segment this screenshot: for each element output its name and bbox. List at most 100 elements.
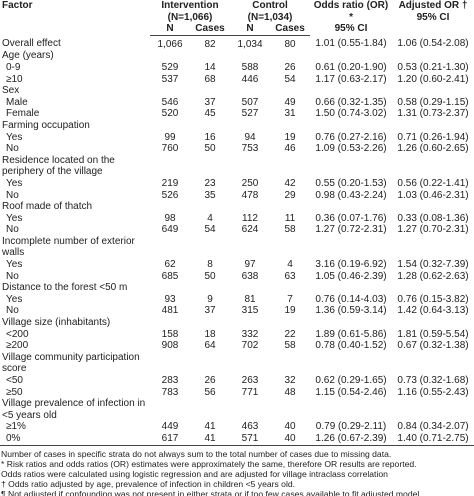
row-label: Yes: [6, 293, 23, 305]
row-label: <50: [6, 375, 23, 386]
cell: 112: [242, 212, 258, 224]
empty-cell: [310, 85, 392, 97]
cell: 0.76 (0.15-3.82): [397, 293, 469, 305]
empty-cell: [270, 85, 310, 97]
empty-cell: [150, 201, 190, 213]
row-label: ≥1%: [6, 421, 26, 433]
table-row: No 526 35 478 29 0.98 (0.43-2.24) 1.03 (0.46-2…: [0, 190, 474, 202]
cell: 35: [204, 189, 216, 201]
row-label: Yes: [6, 259, 23, 271]
cell: 18: [204, 328, 216, 340]
cell: 617: [161, 432, 179, 444]
cell: 0.58 (0.29-1.15): [397, 96, 469, 108]
cell: 4: [287, 259, 293, 271]
empty-cell: [230, 236, 270, 259]
table-row: 0-9 529 14 588 26 0.61 (0.20-1.90) 0.53 (0.21-…: [0, 62, 474, 74]
cell: 649: [161, 224, 179, 236]
cell: 0.73 (0.32-1.68): [397, 375, 469, 386]
table-row: Yes 62 8 97 4 3.16 (0.19-6.92) 1.54 (0.32-7.39…: [0, 259, 474, 271]
cell: 82: [204, 38, 216, 50]
cell: 41: [204, 421, 216, 433]
cell: 1.28 (0.62-2.63): [397, 270, 469, 282]
cell: 771: [241, 386, 259, 398]
cell: 0.55 (0.20-1.53): [315, 177, 387, 189]
group-label: Incomplete number of exterior walls: [2, 235, 135, 259]
cell: 9: [207, 293, 213, 305]
empty-cell: [310, 155, 392, 178]
empty-cell: [150, 120, 190, 132]
cell: 332: [241, 328, 259, 340]
cell: 1.27 (0.72-2.31): [315, 224, 387, 236]
table-row: Farming occupation: [0, 120, 474, 132]
empty-cell: [230, 317, 270, 329]
empty-cell: [230, 282, 270, 294]
subheader: N: [230, 23, 271, 36]
table-row: No 685 50 638 63 1.05 (0.46-2.39) 1.28 (0.62-2…: [0, 271, 474, 283]
group-label: Distance to the forest <50 m: [2, 282, 128, 294]
table-row: No 481 37 315 19 1.36 (0.59-3.14) 1.42 (0.64-3…: [0, 305, 474, 317]
group-label: Sex: [2, 85, 20, 97]
row-label: ≥50: [6, 386, 23, 398]
empty-cell: [230, 120, 270, 132]
cell: 3.16 (0.19-6.92): [315, 259, 387, 271]
cell: 1.09 (0.53-2.26): [315, 143, 387, 155]
cell: 0.53 (0.21-1.30): [397, 61, 469, 73]
empty-cell: [190, 120, 230, 132]
cell: 0.76 (0.27-2.16): [315, 131, 387, 143]
table-body: Overall effect 1,066 82 1,034 80 1.01 (0.55-1…: [0, 35, 474, 446]
empty-cell: [310, 120, 392, 132]
cell: 37: [204, 96, 216, 108]
empty-cell: [150, 282, 190, 294]
footnote: Number of cases in specific strata do no…: [1, 448, 392, 459]
row-label: <200: [6, 328, 29, 340]
row-label: Yes: [6, 177, 23, 189]
cell: 58: [284, 340, 296, 352]
table-row: Overall effect 1,066 82 1,034 80 1.01 (0.55-1…: [0, 35, 474, 50]
empty-cell: [392, 155, 474, 178]
row-label: ≥10: [6, 73, 23, 85]
row-label: ≥200: [6, 340, 29, 352]
row-label: No: [6, 224, 19, 236]
cell: 1,034: [237, 38, 263, 50]
cell: 1.42 (0.64-3.13): [397, 305, 469, 317]
cell: 507: [241, 96, 259, 108]
header-adj: Adjusted OR † 95% CI: [392, 0, 474, 35]
cell: 1,066: [157, 38, 183, 50]
empty-cell: [150, 317, 190, 329]
empty-cell: [150, 85, 190, 97]
empty-cell: [310, 236, 392, 259]
cell: 40: [284, 432, 296, 444]
cell: 23: [204, 177, 216, 189]
empty-cell: [392, 120, 474, 132]
table-row: Male 546 37 507 49 0.66 (0.32-1.35) 0.58 (0.29…: [0, 97, 474, 109]
header-text: Odds ratio (OR) *: [313, 0, 389, 23]
table-row: Sex: [0, 85, 474, 97]
cell: 19: [284, 305, 296, 317]
cell: 702: [241, 340, 259, 352]
cell: 0.36 (0.07-1.76): [315, 212, 387, 224]
table-row: ≥1% 449 41 463 40 0.79 (0.29-2.11) 0.84 (0.34-…: [0, 421, 474, 433]
cell: 1.15 (0.54-2.46): [315, 386, 387, 398]
empty-cell: [190, 50, 230, 62]
header-or: Odds ratio (OR) * 95% CI: [310, 0, 392, 35]
cell: 54: [204, 224, 216, 236]
empty-cell: [392, 201, 474, 213]
cell: 46: [284, 143, 296, 155]
cell: 537: [161, 73, 179, 85]
empty-cell: [310, 317, 392, 329]
group-label: Age (years): [2, 50, 54, 62]
header-text: 95% CI: [416, 11, 450, 23]
empty-cell: [190, 352, 230, 375]
cell: 0.56 (0.22-1.41): [397, 177, 469, 189]
cell: 624: [241, 224, 259, 236]
table-row: Roof made of thatch: [0, 201, 474, 213]
cell: 0.67 (0.32-1.38): [397, 340, 469, 352]
cell: 219: [161, 177, 179, 189]
empty-cell: [310, 201, 392, 213]
table-row: Village community participation score: [0, 352, 474, 375]
cell: 526: [161, 189, 179, 201]
cell: 26: [284, 61, 296, 73]
empty-cell: [270, 201, 310, 213]
cell: 0.78 (0.40-1.52): [315, 340, 387, 352]
row-label: Yes: [6, 212, 23, 224]
